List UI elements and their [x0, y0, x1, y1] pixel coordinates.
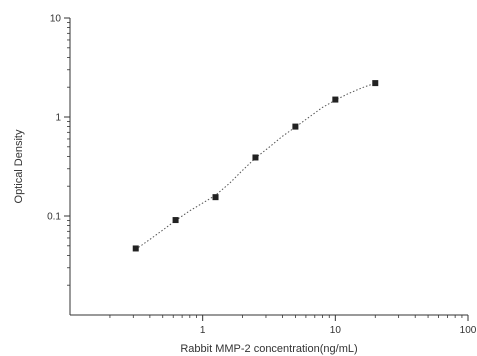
data-point — [252, 154, 259, 161]
data-point — [172, 217, 179, 224]
y-tick-label: 0.1 — [47, 212, 61, 223]
data-point — [212, 194, 219, 201]
fit-curve-layer — [135, 82, 376, 250]
data-point — [332, 96, 339, 103]
x-axis-title: Rabbit MMP-2 concentration(ng/mL) — [180, 343, 357, 355]
y-tick-label: 1 — [55, 113, 61, 124]
axes — [64, 17, 469, 321]
data-point — [132, 245, 139, 252]
x-tick-label: 1 — [200, 325, 206, 336]
fit-curve — [135, 82, 376, 250]
x-tick-label: 10 — [330, 325, 342, 336]
data-point — [292, 123, 299, 130]
data-points-layer — [132, 80, 379, 252]
y-tick-label: 10 — [50, 14, 62, 25]
y-axis-title: Optical Density — [13, 129, 25, 203]
x-tick-label: 100 — [460, 325, 477, 336]
tick-labels-layer: 1 10 100 0.1 1 10 — [47, 14, 477, 337]
data-point — [372, 80, 379, 87]
